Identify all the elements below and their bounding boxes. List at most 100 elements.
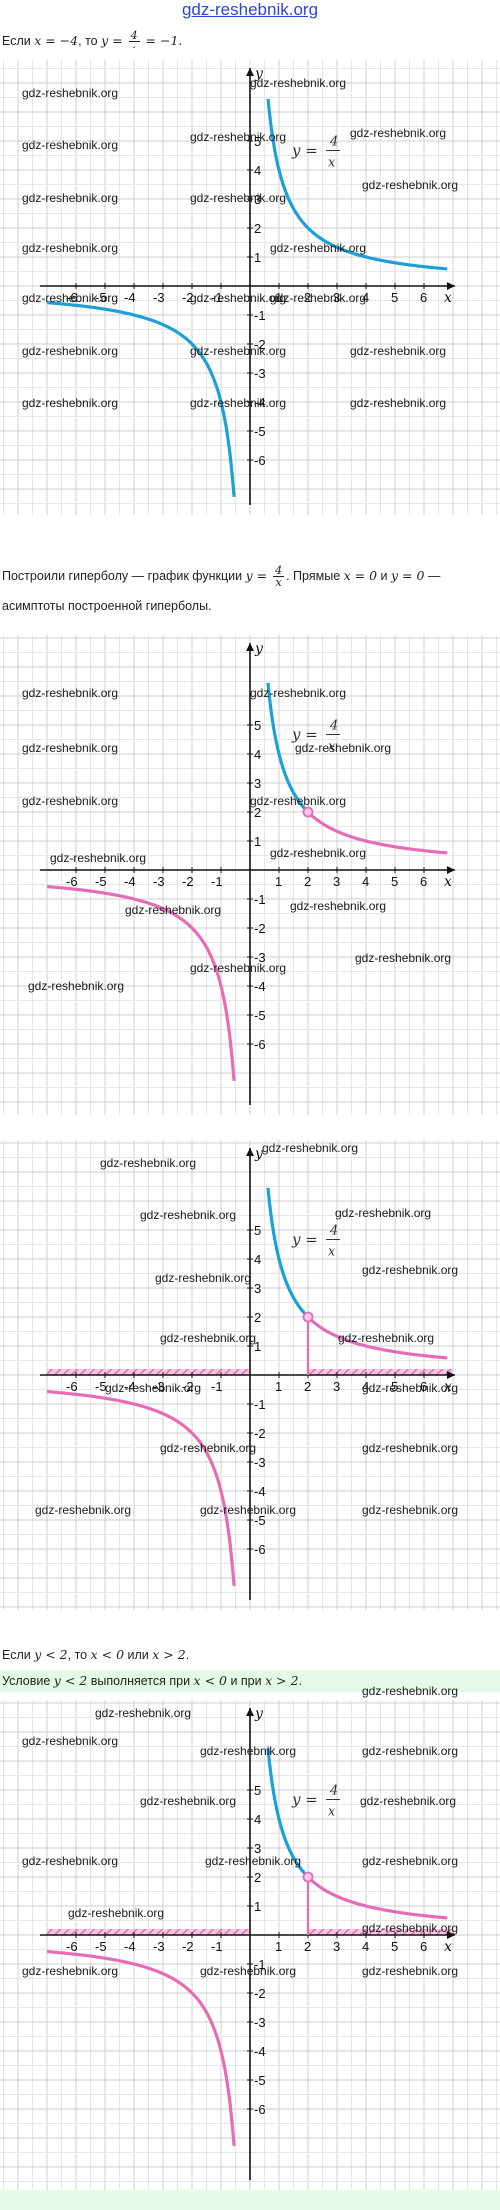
- x-tick-label: -6: [66, 1939, 78, 1954]
- text-line-5-highlight: Условие y < 2 выполняется при x < 0 и пр…: [0, 1670, 500, 1692]
- x-tick-label: -3: [153, 1379, 165, 1394]
- y-tick-label: -6: [254, 1542, 266, 1557]
- watermark: gdz-reshebnik.org: [362, 1921, 459, 1935]
- watermark: gdz-reshebnik.org: [362, 1744, 459, 1758]
- function-label-numerator: 4: [329, 1224, 338, 1239]
- x-tick-label: -3: [153, 874, 165, 889]
- watermark: gdz-reshebnik.org: [155, 1271, 252, 1285]
- text-fragment: —: [424, 568, 441, 583]
- x-tick-label: 4: [362, 1939, 369, 1954]
- x-axis-arrow: [447, 282, 455, 290]
- watermark: gdz-reshebnik.org: [22, 794, 119, 808]
- watermark: gdz-reshebnik.org: [200, 1744, 297, 1758]
- y-axis-arrow: [246, 643, 254, 651]
- y-tick-label: -5: [254, 424, 266, 439]
- watermark: gdz-reshebnik.org: [35, 1503, 132, 1517]
- text-fragment: , то: [78, 33, 102, 48]
- x-tick-label: -6: [66, 874, 78, 889]
- x-tick-label: 4: [362, 874, 369, 889]
- watermark: gdz-reshebnik.org: [250, 76, 347, 90]
- x-tick-label: -5: [95, 1939, 107, 1954]
- watermark: gdz-reshebnik.org: [270, 291, 367, 305]
- graph-4: x y -6 -5 -4 -3 -2 -1 1 2 3 4 5 6 1 2 3 4 5 -1 -2 -3 -4 -5 -6 y =…: [0, 1684, 500, 2190]
- watermark: gdz-reshebnik.org: [22, 191, 119, 205]
- watermark: gdz-reshebnik.org: [290, 899, 387, 913]
- watermark: gdz-reshebnik.org: [22, 138, 119, 152]
- watermark: gdz-reshebnik.org: [22, 241, 119, 255]
- graph-3: x y -6 -5 -4 -3 -2 -1 1 2 3 4 5 6 1 2 3 4 5 -1 -2 -3 -4 -5 -6 y =…: [0, 1140, 500, 1610]
- math-expr: x > 2: [152, 1647, 186, 1662]
- hyperbola-right-branch-lower: [306, 810, 448, 855]
- fraction-numerator: 4: [128, 29, 140, 42]
- watermark: gdz-reshebnik.org: [200, 1503, 297, 1517]
- x-axis-label: x: [444, 874, 452, 890]
- x-axis-arrow: [447, 866, 455, 874]
- y-tick-label: -2: [254, 1426, 266, 1441]
- watermark: gdz-reshebnik.org: [270, 241, 367, 255]
- watermark: gdz-reshebnik.org: [350, 126, 447, 140]
- y-tick-label: 2: [254, 221, 261, 236]
- x-tick-label: 4: [362, 1379, 369, 1394]
- x-tick-label: -4: [124, 874, 136, 889]
- math-var: y: [101, 32, 109, 48]
- watermark: gdz-reshebnik.org: [22, 291, 119, 305]
- hyperbola-left-branch: [46, 885, 236, 1082]
- text-fragment: Если: [2, 33, 35, 48]
- y-tick-label: -4: [254, 979, 266, 994]
- x-tick-label: -4: [124, 1939, 136, 1954]
- y-tick-label: 2: [254, 805, 261, 820]
- point-2-2: [302, 806, 314, 818]
- watermark: gdz-reshebnik.org: [95, 1706, 192, 1720]
- x-tick-label: -2: [182, 1379, 194, 1394]
- x-tick-label: -2: [182, 1939, 194, 1954]
- y-tick-label: -4: [254, 395, 266, 410]
- math-expr: = −1.: [141, 32, 183, 48]
- y-axis-arrow: [246, 1708, 254, 1716]
- y-tick-label: -4: [254, 2044, 266, 2059]
- x-tick-label: -1: [211, 1379, 223, 1394]
- fraction: 4 ·: [128, 29, 140, 54]
- y-axis-label: y: [254, 66, 264, 82]
- text-line-1: Если x = −4, то y = 4 · = −1.: [0, 30, 500, 53]
- watermark: gdz-reshebnik.org: [190, 396, 287, 410]
- math-expr: x < 0: [193, 1673, 227, 1688]
- hatched-interval: [308, 1929, 453, 1935]
- y-tick-label: 4: [254, 1252, 261, 1267]
- watermark: gdz-reshebnik.org: [22, 1854, 119, 1868]
- x-tick-label: 5: [391, 1939, 398, 1954]
- watermark: gdz-reshebnik.org: [190, 130, 287, 144]
- y-tick-label: -1: [254, 892, 266, 907]
- x-tick-label: 1: [275, 1379, 282, 1394]
- text-fragment: . Прямые: [286, 568, 344, 583]
- y-axis-label: y: [254, 1146, 264, 1162]
- watermark: gdz-reshebnik.org: [160, 1331, 257, 1345]
- y-axis-label: y: [254, 641, 264, 657]
- function-label-lhs: y =: [291, 142, 318, 160]
- math-expr: x = 0: [343, 567, 378, 583]
- text-fragment: .: [298, 1674, 303, 1688]
- graph-svg: x y -6 -5 -4 -3 -2 -1 1 2 3 4 5 6 1 2 3 4 5 -1 -2 -3 -4 -5 -6 y =…: [0, 1140, 500, 1610]
- y-tick-label: 3: [254, 776, 261, 791]
- fraction-denominator: ·: [132, 41, 136, 54]
- y-tick-label: 2: [254, 1310, 261, 1325]
- x-axis-label: x: [444, 290, 452, 306]
- watermark: gdz-reshebnik.org: [22, 396, 119, 410]
- x-tick-label: 5: [391, 874, 398, 889]
- function-label-denominator: x: [328, 740, 336, 755]
- x-tick-label: -3: [153, 1939, 165, 1954]
- site-link[interactable]: gdz-reshebnik.org: [181, 0, 319, 19]
- watermark: gdz-reshebnik.org: [22, 1964, 119, 1978]
- watermark: gdz-reshebnik.org: [362, 1684, 459, 1698]
- text-fragment: .: [185, 1648, 190, 1662]
- text-line-3: асимптоты построенной гиперболы.: [0, 597, 500, 615]
- y-tick-label: 1: [254, 834, 261, 849]
- text-line-2: Построили гиперболу — график функции y =…: [0, 565, 500, 588]
- y-tick-label: 5: [254, 134, 261, 149]
- y-tick-label: 2: [254, 1870, 261, 1885]
- y-tick-label: -3: [254, 950, 266, 965]
- watermark: gdz-reshebnik.org: [190, 961, 287, 975]
- fraction-numerator: 4: [273, 564, 285, 577]
- y-tick-label: -5: [254, 1008, 266, 1023]
- watermark: gdz-reshebnik.org: [22, 86, 119, 100]
- graph-svg: x y -6 -5 -4 -3 -2 -1 1 2 3 4 5 6 1 2 3 4 5 -1 -2 -3 -4 -5 -6 y =…: [0, 60, 500, 515]
